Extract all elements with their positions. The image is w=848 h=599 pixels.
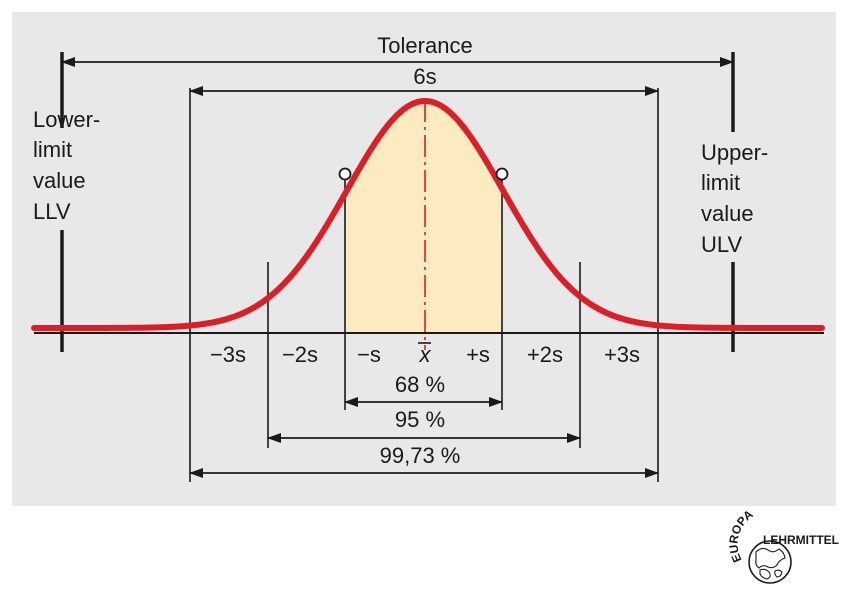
axis-label-plus-s: +s: [466, 342, 490, 367]
upper-limit-line-2: limit: [701, 170, 740, 195]
axis-label-minus-s: −s: [357, 342, 381, 367]
lower-limit-line-1: Lower-: [33, 107, 100, 132]
upper-limit-label: Upper- limit value ULV: [701, 140, 768, 257]
axis-label-plus-2s: +2s: [527, 342, 563, 367]
upper-limit-line-1: Upper-: [701, 140, 768, 165]
lower-limit-line-3: value: [33, 168, 86, 193]
axis-label-plus-3s: +3s: [604, 342, 640, 367]
tolerance-label: Tolerance: [377, 33, 472, 58]
upper-limit-line-3: value: [701, 201, 754, 226]
logo-side-text: LEHRMITTEL: [763, 533, 839, 547]
six-s-label: 6s: [413, 64, 436, 89]
coverage-95-label: 95 %: [395, 407, 445, 432]
lower-limit-label: Lower- limit value LLV: [33, 107, 100, 224]
axis-label-minus-3s: −3s: [210, 342, 246, 367]
lower-limit-line-2: limit: [33, 137, 72, 162]
upper-limit-line-4: ULV: [701, 232, 742, 257]
coverage-9973-label: 99,73 %: [380, 443, 461, 468]
bell-curve: [31, 98, 825, 331]
inflection-point-left: [338, 167, 352, 181]
axis-label-minus-2s: −2s: [282, 342, 318, 367]
globe-continents: [755, 547, 786, 580]
inflection-point-right: [495, 167, 509, 181]
axis-label-mean: x: [419, 342, 432, 367]
one-sigma-area: [345, 101, 502, 333]
coverage-68-label: 68 %: [395, 372, 445, 397]
europa-lehrmittel-logo: EUROPA LEHRMITTEL: [726, 507, 839, 584]
lower-limit-line-4: LLV: [33, 199, 71, 224]
